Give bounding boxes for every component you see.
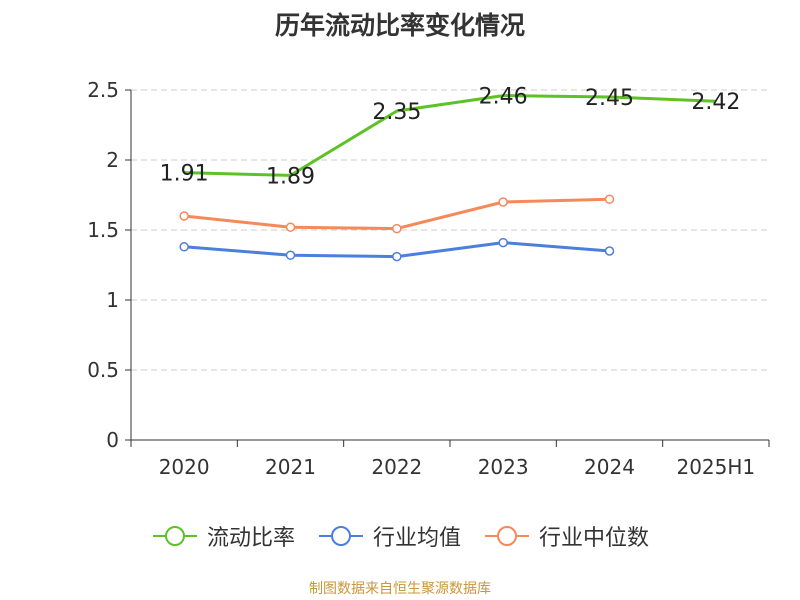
data-point [604,246,615,256]
data-point [392,223,402,234]
data-label: 2.42 [691,90,740,115]
legend-label: 行业均值 [372,526,461,551]
data-point [498,237,508,248]
x-tick-label: 2024 [584,455,635,479]
data-label: 1.89 [266,164,315,189]
legend-item[interactable]: 行业中位数 [483,520,649,552]
data-label: 2.46 [479,85,528,110]
data-point [498,197,508,207]
x-tick-label: 2025H1 [676,455,755,479]
data-label: 2.45 [585,86,634,111]
y-tick-label: 0 [106,428,119,452]
data-label: 1.91 [160,162,209,187]
y-tick-label: 1.5 [87,218,119,242]
x-tick-label: 2022 [371,455,422,479]
series-line [184,94,716,177]
y-tick-label: 2.5 [87,78,119,102]
y-tick-label: 2 [106,148,119,172]
legend-item[interactable]: 行业均值 [317,520,461,552]
y-tick-label: 1 [106,288,119,312]
data-label: 2.35 [372,100,421,125]
legend-item[interactable]: 流动比率 [151,520,295,552]
chart-legend: 流动比率 行业均值 行业中位数 [0,520,800,552]
data-point [285,222,296,232]
legend-label: 流动比率 [206,526,295,551]
source-note: 制图数据来自恒生聚源数据库 [309,581,491,597]
x-tick-label: 2023 [478,455,529,479]
chart-title: 历年流动比率变化情况 [274,11,525,40]
legend-marker-icon [152,526,197,546]
x-tick-label: 2020 [159,455,210,479]
data-point [179,211,189,221]
legend-marker-icon [318,526,363,546]
data-point [392,251,402,262]
data-point [179,242,189,252]
data-point [285,250,296,260]
legend-marker-icon [485,526,529,546]
x-tick-label: 2021 [265,455,316,479]
legend-label: 行业中位数 [539,526,650,551]
y-tick-label: 0.5 [87,358,119,382]
data-point [604,194,615,204]
